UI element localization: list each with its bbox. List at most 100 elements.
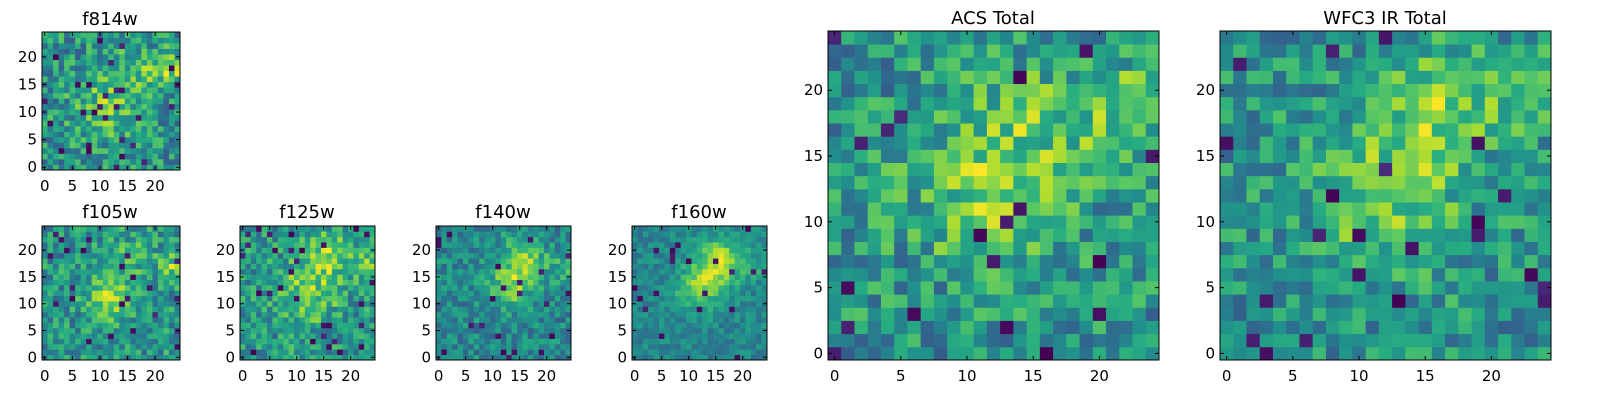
heatmap-cell: [659, 252, 665, 259]
heatmap-cell: [86, 290, 93, 297]
heatmap-cell: [907, 267, 922, 282]
heatmap-cell: [947, 136, 961, 150]
x-tick-label: 0: [630, 367, 640, 385]
heatmap-cell: [973, 96, 988, 111]
heatmap-cell: [331, 317, 338, 323]
heatmap-cell: [750, 279, 757, 286]
heatmap-cell: [713, 317, 719, 323]
heatmap-cell: [337, 311, 343, 318]
heatmap-cell: [750, 322, 757, 329]
heatmap-cell: [1026, 136, 1041, 150]
heatmap-cell: [1418, 267, 1433, 282]
heatmap-cell: [880, 281, 895, 295]
heatmap-cell: [565, 306, 572, 313]
heatmap-cell: [146, 333, 153, 339]
heatmap-cell: [315, 306, 322, 313]
heatmap-cell: [250, 231, 257, 238]
heatmap-cell: [511, 338, 518, 345]
heatmap-cell: [538, 354, 545, 361]
x-tick-label: 5: [461, 367, 471, 385]
heatmap-cell: [517, 322, 523, 329]
heatmap-cell: [500, 268, 507, 275]
heatmap-cell: [240, 263, 246, 270]
heatmap-cell: [1233, 294, 1247, 308]
heatmap-cell: [495, 268, 502, 275]
heatmap-cell: [294, 236, 300, 243]
heatmap-cell: [436, 231, 442, 238]
heatmap-cell: [1299, 149, 1314, 163]
heatmap-cell: [642, 327, 649, 334]
heatmap-cell: [867, 333, 882, 348]
heatmap-cell: [745, 327, 752, 334]
heatmap-cell: [337, 295, 343, 302]
heatmap-cell: [490, 295, 496, 302]
heatmap-cell: [745, 284, 752, 291]
panel-wfc3-ir-total: WFC3 IR Total 0 5 10 15 20 0 5 10 15 20: [1196, 8, 1552, 385]
heatmap-cell: [168, 164, 175, 171]
panel-f160w: f160w 0 5 10 15 20 0 5 10 15 20: [608, 202, 768, 385]
heatmap-cell: [42, 333, 48, 339]
heatmap-cell: [168, 263, 175, 270]
heatmap-cell: [463, 317, 469, 323]
heatmap-cell: [337, 242, 343, 248]
heatmap-cell: [554, 226, 561, 232]
heatmap-cell: [113, 147, 120, 154]
heatmap-cell: [867, 57, 882, 71]
heatmap-cell: [1272, 215, 1287, 229]
heatmap-cell: [463, 279, 469, 286]
heatmap-cell: [1132, 346, 1147, 361]
heatmap-cell: [1066, 70, 1080, 85]
heatmap-cell: [734, 242, 741, 248]
heatmap-cell: [522, 252, 529, 259]
heatmap-cell: [723, 226, 730, 232]
heatmap-cell: [113, 136, 120, 143]
heatmap-cell: [686, 242, 692, 248]
heatmap-cell: [113, 349, 120, 356]
heatmap-cell: [1106, 188, 1120, 203]
heatmap-cell: [745, 263, 752, 270]
heatmap-cell: [299, 242, 306, 248]
heatmap-cell: [1000, 96, 1014, 111]
heatmap-cell: [124, 247, 131, 254]
heatmap-cell: [740, 236, 746, 243]
heatmap-cell: [761, 290, 768, 297]
heatmap-cell: [707, 226, 714, 232]
heatmap-cell: [157, 279, 164, 286]
heatmap-cell: [152, 295, 159, 302]
heatmap-cell: [157, 153, 164, 160]
heatmap-cell: [1352, 188, 1367, 203]
heatmap-cell: [632, 258, 638, 264]
heatmap-cell: [756, 242, 762, 248]
heatmap-cell: [97, 247, 104, 254]
heatmap-cell: [1092, 70, 1107, 85]
heatmap-cell: [642, 263, 649, 270]
heatmap-cell: [734, 306, 741, 313]
heatmap-cell: [1378, 241, 1393, 256]
heatmap-cell: [1132, 136, 1147, 150]
heatmap-cell: [1119, 96, 1133, 111]
heatmap-cell: [468, 354, 475, 361]
x-tick-label: 10: [90, 177, 109, 195]
heatmap-cell: [108, 268, 115, 275]
heatmap-cell: [1066, 320, 1080, 335]
heatmap-cell: [277, 343, 284, 350]
heatmap-cell: [1246, 96, 1261, 111]
heatmap-cell: [86, 114, 93, 121]
heatmap-cell: [1092, 215, 1107, 229]
heatmap-cells-f125w: [240, 226, 376, 361]
heatmap-cell: [364, 317, 370, 323]
heatmap-cell: [272, 226, 279, 232]
heatmap-cell: [113, 263, 120, 270]
panel-acs-total: ACS Total 0 5 10 15 20 0 5 10 15 20: [804, 8, 1160, 385]
heatmap-cell: [1000, 267, 1014, 282]
heatmap-cell: [867, 44, 882, 58]
heatmap-cell: [1471, 31, 1486, 45]
heatmap-cell: [648, 231, 654, 238]
heatmap-cell: [880, 254, 895, 269]
heatmap-cell: [75, 290, 82, 297]
heatmap-cell: [1053, 320, 1067, 335]
heatmap-cell: [1079, 123, 1094, 137]
heatmap-cell: [1039, 109, 1054, 124]
heatmap-cell: [113, 153, 120, 160]
heatmap-cell: [500, 274, 507, 280]
